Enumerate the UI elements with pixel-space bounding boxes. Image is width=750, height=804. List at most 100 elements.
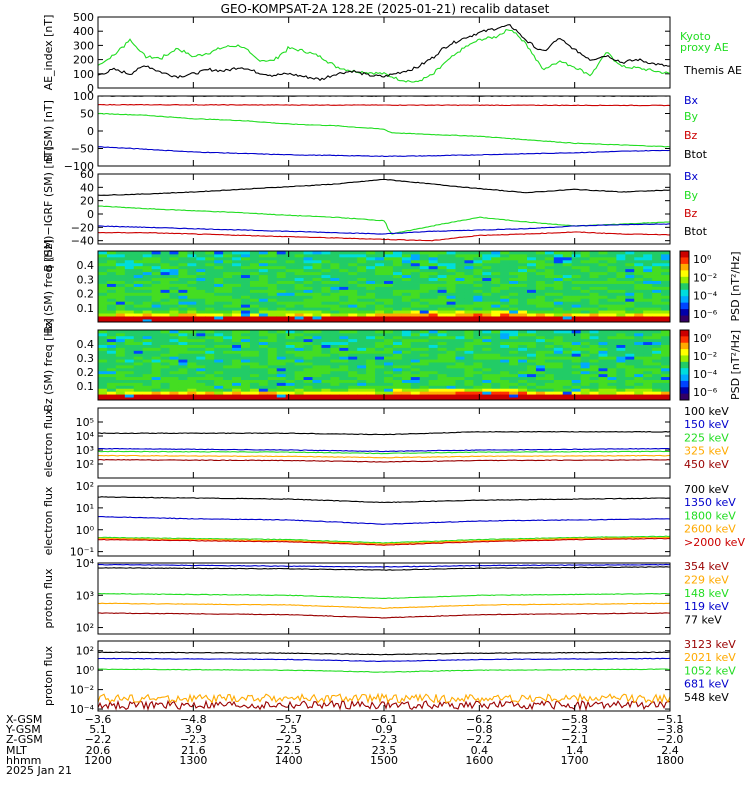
- spectrogram-cell: [98, 254, 107, 257]
- spectrogram-cell: [277, 345, 286, 348]
- spectrogram-cell: [313, 356, 322, 359]
- spectrogram-cell: [259, 336, 268, 339]
- spectrogram-cell: [348, 388, 357, 391]
- spectrogram-cell: [170, 348, 179, 351]
- spectrogram-cell: [652, 356, 661, 359]
- spectrogram-cell: [223, 333, 232, 336]
- spectrogram-cell: [259, 260, 268, 263]
- spectrogram-cell: [393, 278, 402, 281]
- spectrogram-cell: [438, 333, 447, 336]
- spectrogram-cell: [545, 368, 554, 371]
- colorbar-label: PSD [nT²/Hz]: [729, 251, 742, 321]
- spectrogram-cell: [491, 368, 500, 371]
- spectrogram-cell: [429, 304, 438, 307]
- spectrogram-cell: [438, 301, 447, 304]
- spectrogram-cell: [116, 292, 125, 295]
- spectrogram-cell: [98, 281, 107, 284]
- spectrogram-cell: [134, 380, 143, 383]
- spectrogram-cell: [447, 287, 456, 290]
- spectrogram-cell: [599, 292, 608, 295]
- spectrogram-cell: [330, 374, 339, 377]
- spectrogram-cell: [286, 269, 295, 272]
- spectrogram-cell: [536, 266, 545, 269]
- spectrogram-cell: [107, 353, 116, 356]
- spectrogram-cell: [554, 362, 563, 365]
- spectrogram-cell: [509, 394, 518, 397]
- spectrogram-cell: [420, 287, 429, 290]
- spectrogram-cell: [420, 289, 429, 292]
- spectrogram-cell: [482, 377, 491, 380]
- spectrogram-cell: [634, 359, 643, 362]
- spectrogram-cell: [482, 391, 491, 394]
- spectrogram-cell: [178, 368, 187, 371]
- spectrogram-cell: [241, 388, 250, 391]
- spectrogram-cell: [491, 304, 500, 307]
- spectrogram-cell: [402, 284, 411, 287]
- spectrogram-cell: [518, 348, 527, 351]
- series-line-229-kev: [98, 603, 670, 608]
- spectrogram-cell: [250, 251, 259, 254]
- spectrogram-cell: [634, 292, 643, 295]
- spectrogram-cell: [590, 254, 599, 257]
- spectrogram-cell: [205, 356, 214, 359]
- spectrogram-cell: [438, 385, 447, 388]
- spectrogram-cell: [393, 289, 402, 292]
- y-tick-label: 0.4: [77, 338, 95, 351]
- spectrogram-cell: [599, 377, 608, 380]
- spectrogram-cell: [482, 359, 491, 362]
- spectrogram-cell: [643, 356, 652, 359]
- spectrogram-cell: [411, 272, 420, 275]
- spectrogram-cell: [241, 292, 250, 295]
- spectrogram-cell: [661, 307, 670, 310]
- spectrogram-cell: [420, 284, 429, 287]
- spectrogram-cell: [187, 289, 196, 292]
- spectrogram-cell: [143, 269, 152, 272]
- spectrogram-cell: [563, 310, 572, 313]
- spectrogram-cell: [572, 365, 581, 368]
- spectrogram-cell: [286, 251, 295, 254]
- spectrogram-cell: [491, 260, 500, 263]
- spectrogram-cell: [161, 353, 170, 356]
- spectrogram-cell: [438, 254, 447, 257]
- spectrogram-cell: [545, 307, 554, 310]
- spectrogram-cell: [438, 345, 447, 348]
- spectrogram-cell: [313, 368, 322, 371]
- series-line-325-kev: [98, 455, 670, 457]
- spectrogram-cell: [187, 377, 196, 380]
- spectrogram-cell: [590, 342, 599, 345]
- spectrogram-cell: [545, 371, 554, 374]
- spectrogram-cell: [456, 284, 465, 287]
- spectrogram-cell: [500, 304, 509, 307]
- spectrogram-cell: [241, 383, 250, 386]
- spectrogram-cell: [482, 251, 491, 254]
- y-axis-label: AE_index [nT]: [42, 15, 55, 91]
- spectrogram-cell: [330, 333, 339, 336]
- spectrogram-cell: [357, 342, 366, 345]
- spectrogram-cell: [170, 380, 179, 383]
- spectrogram-cell: [196, 350, 205, 353]
- spectrogram-cell: [590, 362, 599, 365]
- spectrogram-cell: [196, 310, 205, 313]
- spectrogram-cell: [152, 313, 161, 316]
- spectrogram-cell: [518, 257, 527, 260]
- spectrogram-cell: [134, 251, 143, 254]
- spectrogram-cell: [527, 269, 536, 272]
- spectrogram-cell: [652, 391, 661, 394]
- spectrogram-cell: [643, 342, 652, 345]
- spectrogram-cell: [473, 365, 482, 368]
- spectrogram-cell: [134, 365, 143, 368]
- spectrogram-cell: [616, 307, 625, 310]
- spectrogram-cell: [509, 301, 518, 304]
- spectrogram-cell: [286, 254, 295, 257]
- spectrogram-cell: [545, 365, 554, 368]
- spectrogram-cell: [393, 295, 402, 298]
- spectrogram-cell: [482, 388, 491, 391]
- spectrogram-cell: [563, 278, 572, 281]
- spectrogram-cell: [250, 310, 259, 313]
- spectrogram-cell: [375, 292, 384, 295]
- spectrogram-cell: [143, 251, 152, 254]
- spectrogram-cell: [402, 295, 411, 298]
- spectrogram-cell: [339, 333, 348, 336]
- spectrogram-cell: [178, 278, 187, 281]
- spectrogram-cell: [339, 254, 348, 257]
